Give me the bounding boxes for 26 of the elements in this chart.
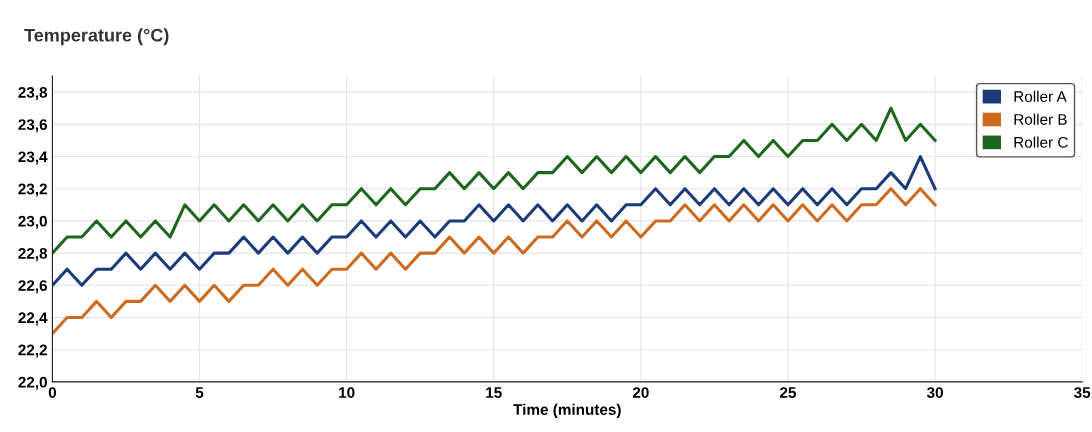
line-series (52, 187, 937, 336)
y-tick-label: 22,6 (18, 280, 48, 294)
y-tick-label: 22,8 (18, 247, 48, 262)
x-tick-label: 15 (486, 387, 502, 398)
y-tick-label: 22,4 (18, 312, 48, 326)
legend-label: Roller B (1014, 113, 1067, 125)
y-tick-label: 23,4 (18, 151, 48, 165)
x-tick-label: 35 (1074, 387, 1091, 398)
x-tick-label: 10 (339, 387, 355, 398)
line-series (52, 106, 937, 255)
x-tick-label: 5 (195, 387, 204, 398)
legend-label: Roller C (1014, 136, 1068, 148)
x-tick-label: 25 (779, 387, 797, 398)
chart-title: Temperature (°C) (24, 28, 169, 46)
y-tick-label: 23,8 (18, 87, 48, 101)
x-tick-label: 0 (48, 387, 57, 398)
y-tick-label: 23,2 (18, 183, 47, 197)
x-tick-label: 20 (632, 387, 649, 398)
y-tick-label: 23,6 (18, 119, 48, 133)
x-tick-label: 30 (926, 387, 943, 398)
y-tick-label: 23,0 (18, 215, 47, 229)
y-tick-label: 22,0 (18, 376, 47, 390)
legend-label: Roller A (1014, 90, 1067, 102)
y-tick-label: 22,2 (18, 344, 47, 358)
x-axis-title: Time (minutes) (513, 403, 621, 419)
line-series (52, 154, 937, 287)
